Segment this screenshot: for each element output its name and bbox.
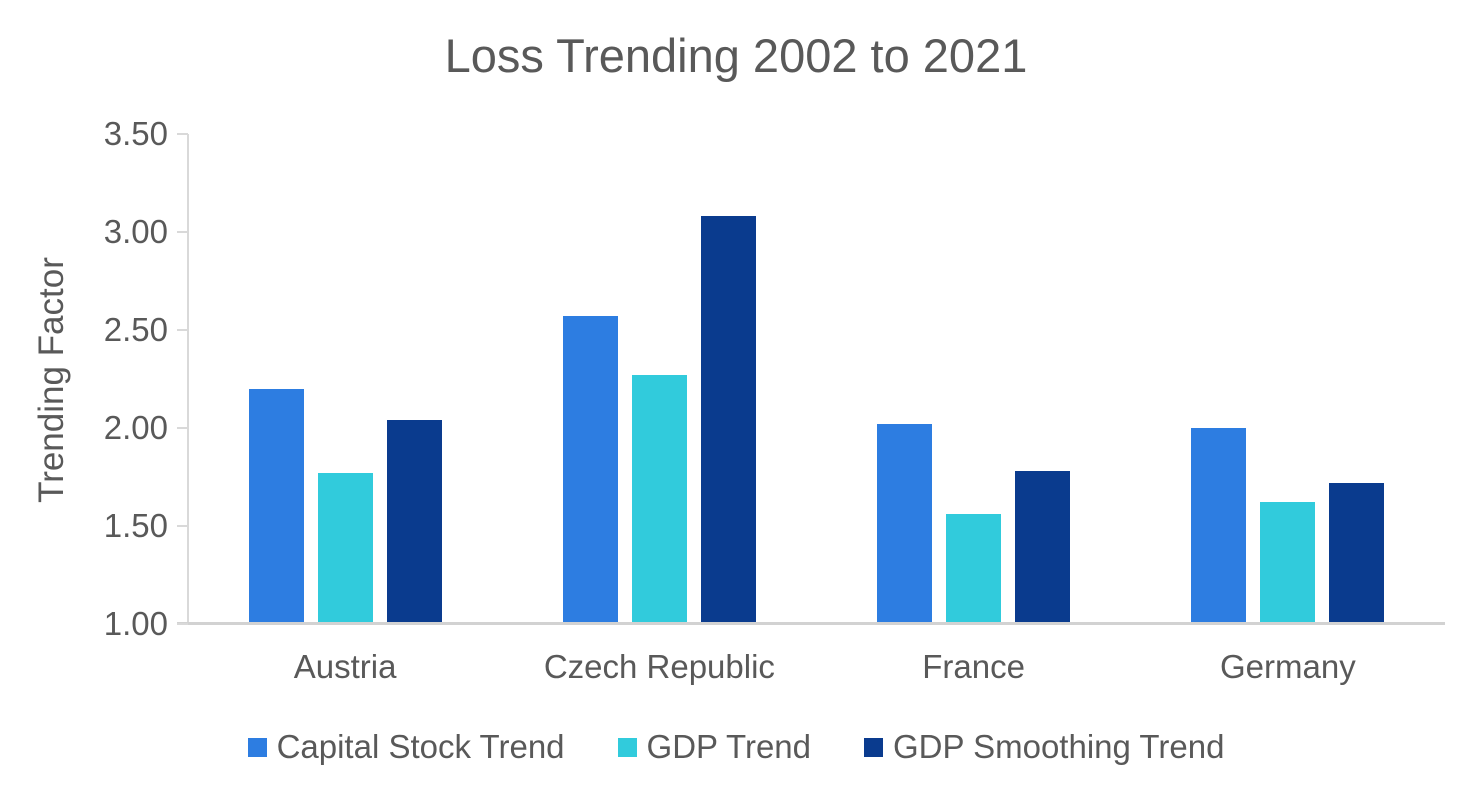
y-tick-label: 1.00 [103, 605, 168, 642]
x-category-label: Austria [293, 648, 397, 685]
y-axis-title: Trending Factor [32, 257, 71, 503]
x-axis-labels: Austria Czech Republic France Germany [188, 648, 1445, 686]
y-tick-mark [177, 427, 188, 429]
bar-capital-stock-trend-germany [1191, 428, 1247, 624]
legend-swatch-icon [864, 737, 884, 757]
y-tick-label: 3.00 [103, 213, 168, 250]
x-category-label: Germany [1220, 648, 1356, 685]
bar-gdp-trend-austria [317, 473, 373, 624]
y-tick-mark [177, 133, 188, 135]
y-tick-label: 2.00 [103, 409, 168, 446]
y-tick-mark [177, 231, 188, 233]
bar-capital-stock-trend-austria [248, 388, 304, 624]
legend-item-capital-stock-trend: Capital Stock Trend [247, 728, 565, 766]
chart-title: Loss Trending 2002 to 2021 [444, 29, 1028, 82]
y-tick-label: 3.50 [103, 115, 168, 152]
bar-gdp-smoothing-trend-czech-republic [700, 216, 756, 624]
legend-swatch-icon [617, 737, 637, 757]
x-axis-line [177, 622, 1445, 625]
plot-area [188, 134, 1445, 624]
bar-gdp-smoothing-trend-germany [1329, 482, 1385, 624]
y-tick-mark [177, 329, 188, 331]
bar-capital-stock-trend-czech-republic [562, 316, 618, 624]
bars-container [188, 134, 1445, 624]
bar-gdp-smoothing-trend-france [1015, 471, 1071, 624]
legend-item-gdp-smoothing-trend: GDP Smoothing Trend [864, 728, 1224, 766]
y-tick-label: 2.50 [103, 311, 168, 348]
legend: Capital Stock Trend GDP Trend GDP Smoothin… [0, 728, 1472, 766]
bar-gdp-trend-germany [1260, 502, 1316, 624]
legend-label: GDP Smoothing Trend [893, 728, 1225, 765]
bar-gdp-trend-czech-republic [631, 375, 687, 624]
bar-group-france [817, 134, 1131, 624]
legend-item-gdp-trend: GDP Trend [617, 728, 812, 766]
y-tick-label: 1.50 [103, 507, 168, 544]
bar-group-czech-republic [502, 134, 816, 624]
x-category-label: Czech Republic [543, 648, 775, 685]
y-axis-line [187, 134, 189, 624]
legend-swatch-icon [247, 737, 267, 757]
bar-capital-stock-trend-france [877, 424, 933, 624]
bar-group-austria [188, 134, 502, 624]
y-tick-mark [177, 525, 188, 527]
y-tick-mark [177, 623, 188, 625]
bar-group-germany [1131, 134, 1445, 624]
legend-label: Capital Stock Trend [276, 728, 565, 765]
bar-gdp-smoothing-trend-austria [386, 420, 442, 624]
bar-gdp-trend-france [946, 514, 1002, 624]
x-category-label: France [922, 648, 1025, 685]
legend-label: GDP Trend [646, 728, 812, 765]
